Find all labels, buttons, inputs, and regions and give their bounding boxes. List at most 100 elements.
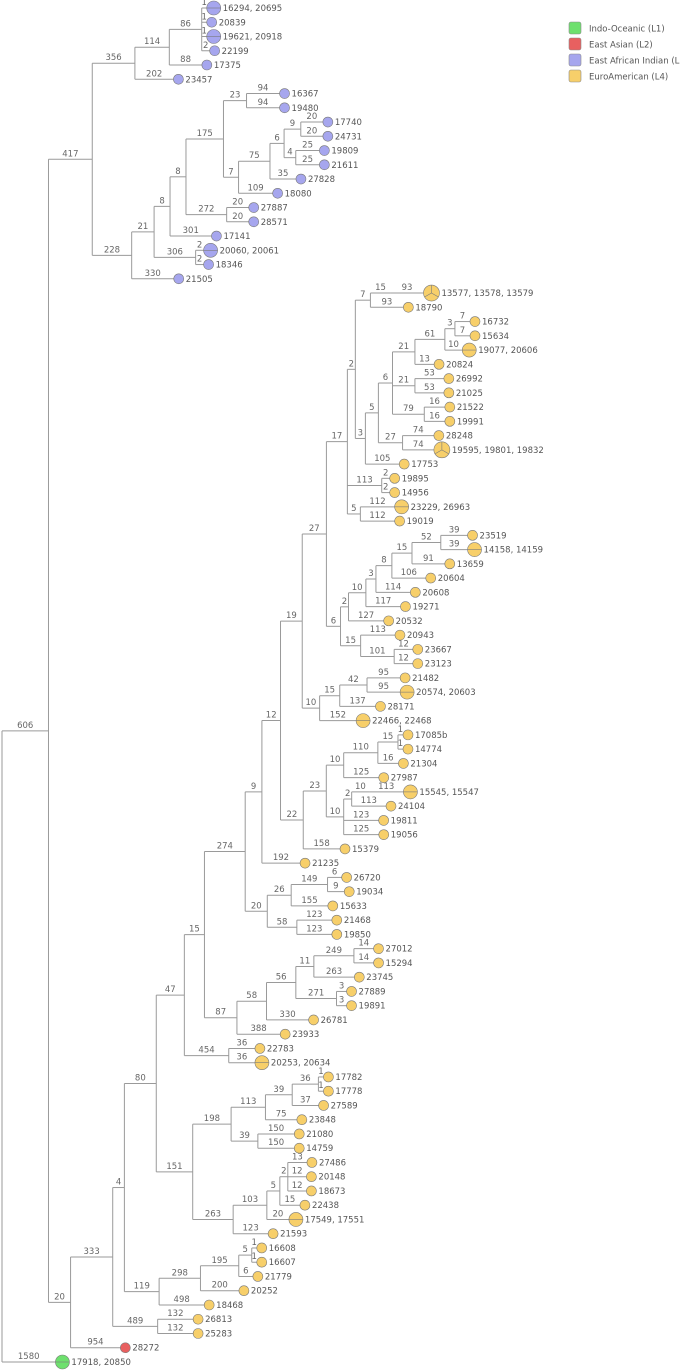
branch-length-label: 123 [306, 924, 322, 934]
branch-length-label: 330 [145, 269, 161, 279]
tip-node: 26813 [192, 1313, 232, 1325]
tip-label: 28571 [261, 218, 288, 228]
tip-label: 28171 [387, 702, 414, 712]
branch-length-label: 26 [274, 885, 285, 895]
tip-node: 21025 [443, 387, 483, 399]
branch-length-label: 114 [385, 582, 401, 592]
tip-label: 20824 [446, 360, 473, 370]
tip-circle [385, 800, 397, 812]
branch-length-label: 10 [306, 698, 317, 708]
tip-label: 20253, 20634 [271, 1059, 330, 1069]
tip-node: 23519 [467, 530, 507, 541]
tip-circle [322, 116, 334, 128]
tip-node: 18468 [203, 1299, 243, 1311]
tip-label: 24731 [335, 132, 362, 142]
branch-length-label: 202 [146, 69, 162, 79]
tip-circle [378, 829, 390, 840]
tip-node: 25283 [192, 1328, 232, 1339]
branch-length-label: 20 [232, 212, 243, 222]
branch-length-label: 15 [382, 732, 393, 742]
branch-length-label: 7 [460, 312, 465, 322]
branch-length-label: 113 [378, 782, 394, 792]
branch-length-label: 333 [84, 1247, 100, 1257]
tip-node: 22783 [254, 1043, 294, 1054]
tip-label: 23123 [425, 660, 452, 670]
tip-circle [444, 416, 456, 427]
branch-length-label: 27 [309, 524, 320, 534]
tip-label: 23229, 26963 [411, 503, 470, 513]
branch-length-label: 39 [273, 1085, 284, 1095]
branch-length-label: 113 [240, 1097, 256, 1107]
tip-circle [256, 1256, 268, 1268]
tip-label: 13577, 13578, 13579 [441, 289, 533, 299]
branch-length-label: 2 [281, 1167, 286, 1177]
branch-length-label: 56 [276, 973, 287, 983]
branch-length-label: 606 [17, 721, 33, 731]
branch-length-label: 112 [369, 511, 385, 521]
branch-length-label: 36 [300, 1074, 311, 1084]
branch-length-label: 2 [342, 597, 347, 607]
tip-label: 15633 [340, 902, 367, 912]
branch-length-label: 2 [383, 483, 388, 493]
tip-label: 20604 [438, 574, 465, 584]
tip-node: 19621, 20918 [206, 29, 282, 44]
tip-label: 21482 [412, 674, 439, 684]
tip-node: 18080 [272, 187, 312, 199]
branch-length-label: 47 [165, 985, 176, 995]
branch-length-label: 93 [402, 283, 413, 293]
tip-label: 27828 [308, 175, 335, 185]
tip-label: 18790 [415, 303, 442, 313]
branch-length-label: 86 [180, 19, 191, 29]
tip-circle [389, 473, 400, 484]
tip-label: 19895 [402, 474, 429, 484]
branch-length-label: 119 [134, 1282, 150, 1292]
branch-length-label: 1580 [18, 1352, 40, 1362]
branch-length-label: 3 [368, 569, 373, 579]
branch-length-label: 954 [87, 1338, 103, 1348]
branch-length-label: 454 [198, 1046, 214, 1056]
tip-label: 26720 [354, 873, 381, 883]
tip-circle [444, 558, 456, 570]
tip-node: 21522 [444, 401, 484, 413]
branch-length-label: 10 [330, 755, 341, 765]
tip-node: 17782 [323, 1071, 362, 1083]
tip-circle [402, 729, 414, 741]
legend-label-l3: East African Indian (L3) [589, 57, 680, 67]
tip-node: 20824 [433, 359, 473, 370]
tip-circle [323, 1071, 334, 1083]
branch-length-label: 80 [135, 1073, 146, 1083]
branch-length-label: 137 [349, 696, 365, 706]
tip-circle [211, 230, 222, 242]
branch-length-label: 113 [361, 796, 377, 806]
tip-circle [120, 1342, 131, 1354]
tip-label: 19077, 20606 [478, 346, 537, 356]
tip-label: 21025 [456, 389, 483, 399]
branch-length-label: 27 [385, 433, 396, 443]
branch-length-label: 149 [301, 875, 317, 885]
tip-circle [410, 587, 421, 598]
branch-length-label: 1 [318, 1081, 323, 1091]
tip-label: 27486 [319, 1158, 346, 1168]
tip-circle [203, 1299, 215, 1311]
tip-node: 24731 [322, 130, 362, 142]
tip-node: 22466, 22468 [355, 713, 432, 728]
branch-length-label: 388 [250, 1024, 266, 1034]
tip-circle [299, 1199, 311, 1211]
branch-length-label: 272 [198, 205, 214, 215]
branch-length-label: 95 [378, 682, 389, 692]
tip-circle [389, 487, 400, 498]
branch-length-label: 52 [421, 532, 432, 542]
tip-label: 15545, 15547 [419, 788, 478, 798]
branch-length-label: 2 [345, 789, 350, 799]
tip-node: 19034 [343, 886, 383, 898]
branch-length-label: 3 [339, 981, 344, 991]
branch-length-label: 53 [424, 383, 435, 393]
tip-label: 19809 [331, 147, 358, 157]
tip-circle [443, 373, 455, 384]
branch-length-label: 15 [324, 686, 335, 696]
branch-length-label: 6 [383, 373, 388, 383]
branch-length-label: 12 [266, 711, 277, 721]
tip-node: 27828 [295, 173, 335, 185]
branch-length-label: 17 [331, 432, 342, 442]
tip-circle [323, 1085, 334, 1097]
